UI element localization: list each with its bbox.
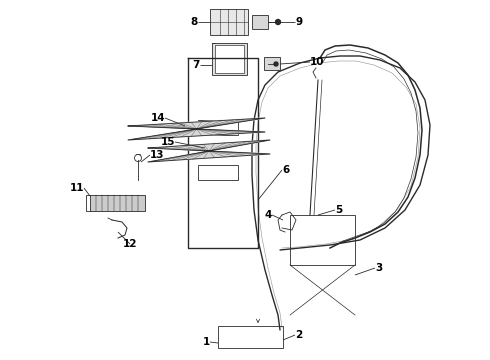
Bar: [198, 120, 238, 135]
Text: 1: 1: [203, 337, 210, 347]
Bar: [198, 165, 238, 180]
Bar: [215, 45, 244, 73]
Text: 7: 7: [193, 60, 200, 70]
Text: 15: 15: [161, 137, 175, 147]
Bar: [252, 15, 268, 29]
Text: 5: 5: [335, 205, 342, 215]
Text: 2: 2: [295, 330, 302, 340]
Text: 6: 6: [282, 165, 289, 175]
Polygon shape: [148, 140, 270, 162]
Bar: [290, 215, 355, 265]
Text: 12: 12: [123, 239, 137, 249]
Text: 4: 4: [265, 210, 272, 220]
Circle shape: [274, 62, 278, 66]
Bar: [264, 57, 280, 70]
Text: 11: 11: [70, 183, 84, 193]
Text: 8: 8: [191, 17, 198, 27]
Text: 10: 10: [310, 57, 324, 67]
Text: 3: 3: [375, 263, 382, 273]
Bar: [90, 195, 145, 211]
Text: 14: 14: [150, 113, 165, 123]
Bar: [212, 43, 247, 75]
Bar: [218, 326, 283, 348]
Text: 9: 9: [295, 17, 302, 27]
Circle shape: [275, 19, 280, 24]
Text: 13: 13: [150, 150, 165, 160]
Polygon shape: [128, 118, 265, 140]
Bar: [210, 9, 248, 35]
